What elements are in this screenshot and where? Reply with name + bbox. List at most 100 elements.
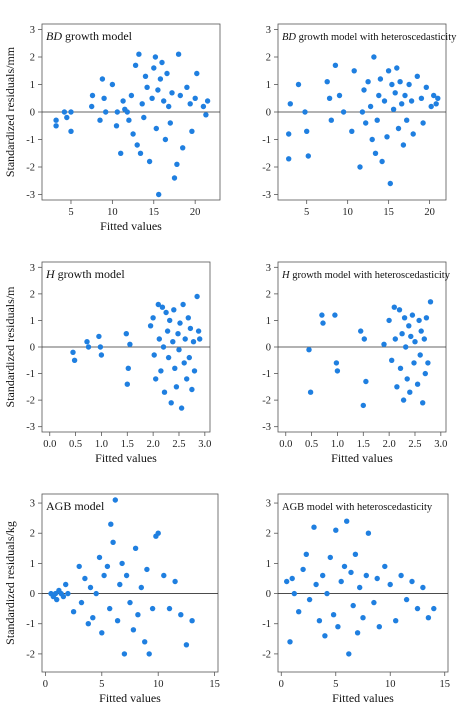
data-point (200, 103, 207, 110)
data-point (147, 323, 154, 329)
y-tick-label: 0 (30, 108, 35, 119)
data-point (404, 376, 410, 382)
data-point (427, 299, 434, 305)
y-tick-label: 1 (30, 559, 35, 570)
data-point (418, 328, 424, 334)
y-tick-label: -3 (262, 422, 271, 433)
data-point (118, 150, 124, 156)
data-point (322, 633, 328, 639)
data-point (124, 381, 130, 387)
data-point (142, 639, 148, 645)
panel-title-text: AGB model (46, 499, 105, 513)
data-point (176, 347, 182, 353)
data-point (423, 84, 429, 91)
data-point (420, 120, 426, 126)
data-point (397, 365, 404, 371)
x-tick-label: 2.5 (408, 439, 421, 450)
data-point (60, 593, 67, 600)
data-point (336, 92, 343, 99)
data-point (286, 131, 292, 137)
data-point (295, 81, 302, 88)
data-point (360, 402, 366, 409)
data-point (284, 578, 290, 585)
data-point (161, 98, 167, 104)
x-tick-label: 15 (149, 207, 160, 218)
data-point (352, 551, 359, 557)
data-point (363, 378, 369, 385)
y-tick-label: -1 (262, 619, 271, 630)
data-point (409, 312, 416, 318)
data-point (189, 128, 195, 134)
data-point (108, 521, 114, 527)
data-point (287, 101, 293, 107)
data-point (346, 651, 352, 657)
panel-title-text: growth model (55, 267, 126, 281)
data-point (114, 618, 121, 624)
panel-title-italic: H (45, 267, 56, 281)
data-point (99, 76, 106, 82)
data-point (89, 92, 96, 99)
data-point (421, 336, 427, 342)
data-point (68, 109, 74, 115)
y-tick-label: -1 (262, 135, 271, 146)
data-point (191, 368, 198, 374)
y-tick-label: 0 (266, 343, 271, 354)
data-point (399, 331, 405, 337)
data-point (177, 92, 183, 99)
data-point (138, 584, 144, 591)
data-point (156, 336, 162, 342)
data-point (130, 131, 136, 137)
data-point (334, 368, 341, 374)
data-point (181, 360, 187, 366)
data-point (397, 79, 403, 85)
data-point (320, 320, 326, 326)
data-point (54, 596, 60, 603)
data-point (403, 344, 409, 350)
y-tick-label: 3 (30, 499, 35, 510)
data-point (416, 317, 422, 324)
y-tick-label: 3 (30, 25, 35, 36)
data-point (121, 651, 128, 657)
data-point (103, 109, 109, 115)
data-point (361, 336, 367, 342)
data-point (164, 328, 171, 334)
data-point (306, 596, 313, 603)
data-point (146, 651, 152, 657)
data-point (389, 81, 395, 88)
data-point (360, 615, 366, 621)
data-point (96, 554, 103, 561)
y-axis-label: Standardized residuals/kg (3, 521, 17, 645)
data-point (320, 572, 326, 579)
data-point (398, 572, 404, 579)
data-point (348, 569, 354, 576)
y-tick-label: -2 (262, 649, 271, 660)
data-point (384, 134, 390, 140)
data-point (90, 615, 96, 621)
data-point (172, 578, 178, 585)
data-point (192, 95, 198, 102)
data-point (195, 328, 202, 334)
y-tick-label: 2 (266, 53, 271, 64)
panel-title-text: growth model (62, 29, 133, 43)
data-point (406, 81, 412, 88)
data-point (291, 590, 297, 597)
data-point (359, 109, 366, 115)
data-point (112, 497, 119, 503)
data-point (184, 84, 190, 91)
y-tick-label: 2 (30, 53, 35, 64)
data-point (182, 336, 188, 342)
data-point (203, 112, 209, 118)
data-point (162, 136, 169, 143)
data-point (85, 344, 92, 350)
data-point (319, 312, 325, 318)
x-tick-label: 15 (439, 679, 450, 690)
data-point (341, 563, 348, 570)
data-point (402, 92, 408, 99)
data-point (62, 581, 69, 588)
data-point (194, 70, 200, 77)
data-point (142, 73, 149, 80)
x-tick-label: 15 (383, 207, 394, 218)
panel-title: AGB model with heteroscedasticity (282, 502, 433, 513)
y-tick-label: -2 (26, 396, 35, 407)
data-point (204, 98, 211, 104)
